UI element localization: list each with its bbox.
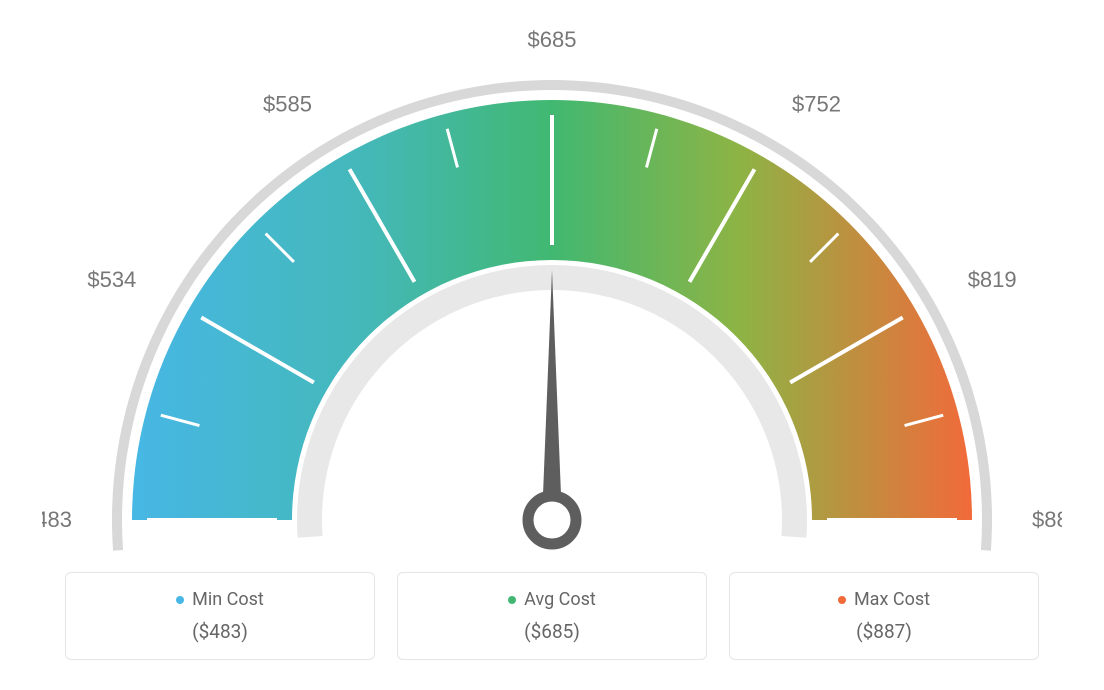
legend-label-avg: Avg Cost [418,589,686,610]
legend-dot-max [838,596,846,604]
gauge-tick-label: $752 [792,91,841,116]
legend-label-max: Max Cost [750,589,1018,610]
gauge-needle-hub [528,496,576,544]
legend-text-avg: Avg Cost [524,589,596,610]
legend-text-max: Max Cost [854,589,930,610]
legend-label-min: Min Cost [86,589,354,610]
legend-text-min: Min Cost [192,589,264,610]
gauge-tick-label: $534 [87,267,136,292]
gauge-tick-label: $483 [42,507,72,532]
legend-card-max: Max Cost ($887) [729,572,1039,660]
legend-dot-avg [508,596,516,604]
legend-card-avg: Avg Cost ($685) [397,572,707,660]
gauge-tick-label: $819 [968,267,1017,292]
legend-value-min: ($483) [86,620,354,643]
gauge-svg: $483 $534 $585 $685 $752 $819 $887 [42,0,1062,560]
gauge-tick-label: $887 [1032,507,1062,532]
legend-value-max: ($887) [750,620,1018,643]
gauge-chart: $483 $534 $585 $685 $752 $819 $887 [42,0,1062,564]
legend-row: Min Cost ($483) Avg Cost ($685) Max Cost… [65,572,1039,660]
gauge-tick-label: $585 [263,91,312,116]
legend-card-min: Min Cost ($483) [65,572,375,660]
legend-dot-min [176,596,184,604]
gauge-tick-label: $685 [528,27,577,52]
gauge-needle [542,270,562,520]
legend-value-avg: ($685) [418,620,686,643]
